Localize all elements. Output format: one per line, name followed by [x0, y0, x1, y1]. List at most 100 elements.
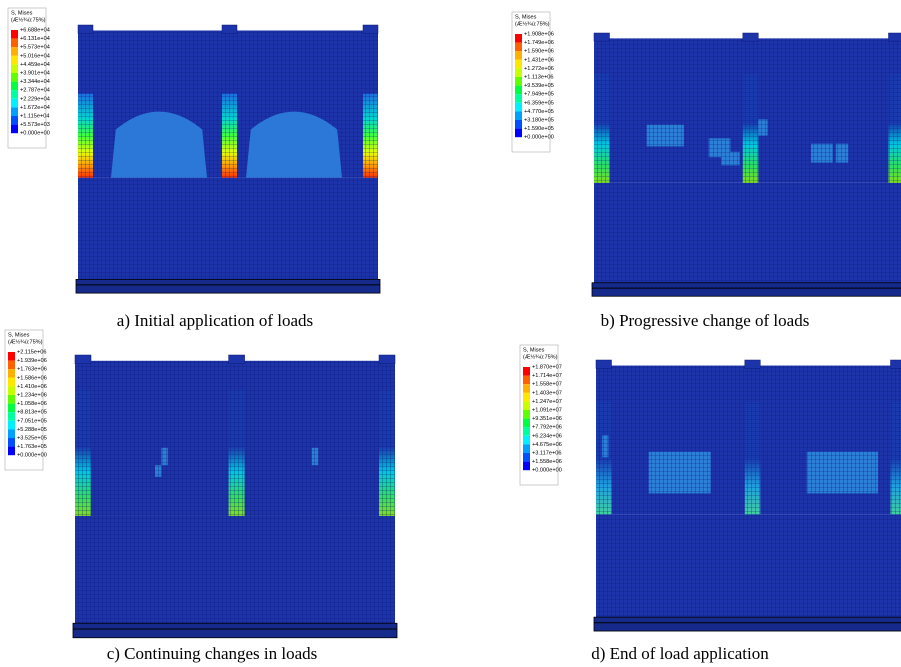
- mesh-lines: [745, 402, 761, 515]
- legend-label: +1.939e+06: [17, 358, 47, 364]
- column-cap: [222, 25, 237, 33]
- column-cap: [75, 355, 91, 364]
- legend-label: +9.351e+06: [532, 416, 562, 422]
- column-cap: [889, 33, 901, 41]
- fem-model: [594, 360, 901, 631]
- column-cap: [743, 33, 759, 41]
- legend-label: +2.229e+04: [20, 96, 50, 102]
- legend-swatch: [11, 39, 18, 48]
- panel: S, Mises(Æ½¾ù:75%)+1.908e+06+1.749e+06+1…: [512, 12, 901, 330]
- legend-label: +9.539e+05: [524, 83, 554, 89]
- legend-swatch: [8, 369, 15, 378]
- column-cap: [379, 355, 395, 364]
- legend-label: +0.000e+00: [524, 135, 554, 141]
- column-cap: [891, 360, 901, 368]
- legend-swatch: [515, 68, 522, 77]
- column-cap: [363, 25, 378, 33]
- legend-label: +0.000e+00: [532, 468, 562, 474]
- legend-label: +4.459e+04: [20, 62, 50, 68]
- legend-label: +1.558e+06: [532, 459, 562, 465]
- mesh-lines: [721, 152, 740, 166]
- column-cap: [78, 25, 93, 33]
- fem-model: [73, 355, 397, 638]
- legend-label: +7.792e+06: [532, 425, 562, 431]
- mesh-lines: [222, 94, 237, 178]
- legend-label: +1.586e+06: [17, 375, 47, 381]
- legend-label: +1.590e+06: [524, 49, 554, 55]
- legend-label: +4.675e+06: [532, 442, 562, 448]
- legend-swatch: [8, 361, 15, 370]
- legend-swatch: [523, 462, 530, 471]
- legend-label: +1.763e+06: [17, 367, 47, 373]
- legend-swatch: [523, 367, 530, 376]
- mesh-lines: [811, 144, 833, 163]
- legend-label: +1.403e+07: [532, 390, 562, 396]
- legend-label: +1.410e+06: [17, 384, 47, 390]
- legend-label: +5.288e+05: [17, 427, 47, 433]
- legend-swatch: [11, 56, 18, 65]
- legend-swatch: [11, 116, 18, 125]
- legend-swatch: [515, 77, 522, 86]
- legend-title: S, Mises: [515, 14, 537, 20]
- legend-swatch: [523, 393, 530, 402]
- legend-swatch: [523, 427, 530, 436]
- legend-label: +7.051e+05: [17, 418, 47, 424]
- legend-swatch: [8, 395, 15, 404]
- mesh-lines: [78, 178, 378, 280]
- mesh-lines: [889, 74, 901, 183]
- base-plate: [592, 283, 901, 297]
- legend-label: +1.590e+05: [524, 126, 554, 132]
- legend-swatch: [523, 453, 530, 462]
- column-cap: [594, 33, 610, 41]
- base-plate: [594, 617, 901, 631]
- legend-swatch: [523, 419, 530, 428]
- legend-label: +6.234e+06: [532, 433, 562, 439]
- legend-swatch: [515, 86, 522, 95]
- legend-swatch: [523, 436, 530, 445]
- legend-subtitle: (Æ½¾ù:75%): [515, 20, 550, 27]
- mesh-lines: [602, 435, 608, 457]
- caption: d) End of load application: [591, 644, 769, 663]
- legend-subtitle: (Æ½¾ù:75%): [11, 16, 46, 23]
- legend-swatch: [515, 94, 522, 103]
- legend-swatch: [523, 384, 530, 393]
- legend-swatch: [8, 412, 15, 421]
- legend-label: +1.272e+06: [524, 66, 554, 72]
- legend-label: +8.813e+05: [17, 410, 47, 416]
- legend-label: +4.770e+05: [524, 109, 554, 115]
- mesh-lines: [596, 402, 612, 515]
- fem-model: [76, 25, 380, 293]
- legend-label: +1.558e+07: [532, 382, 562, 388]
- legend: S, Mises(Æ½¾ù:75%)+1.870e+07+1.714e+07+1…: [520, 345, 562, 485]
- legend-label: +3.525e+05: [17, 435, 47, 441]
- legend-swatch: [515, 51, 522, 60]
- mesh-lines: [891, 402, 901, 515]
- mesh-lines: [155, 465, 161, 477]
- mesh-lines: [379, 390, 395, 516]
- legend-swatch: [11, 99, 18, 108]
- legend-label: +0.000e+00: [17, 453, 47, 459]
- legend-label: +1.908e+06: [524, 31, 554, 37]
- legend-swatch: [515, 120, 522, 129]
- legend-swatch: [8, 421, 15, 430]
- legend-swatch: [11, 47, 18, 56]
- legend-label: +6.131e+04: [20, 36, 50, 42]
- legend-label: +5.016e+04: [20, 53, 50, 59]
- legend-swatch: [515, 111, 522, 120]
- page: {"panels": [ {"legend": {"title": "S, Mi…: [0, 0, 901, 667]
- legend-swatch: [515, 103, 522, 112]
- legend: S, Mises(Æ½¾ù:75%)+6.688e+04+6.131e+04+5…: [8, 8, 50, 148]
- legend-label: +0.000e+00: [20, 131, 50, 137]
- legend-swatch: [523, 444, 530, 453]
- figure: S, Mises(Æ½¾ù:75%)+6.688e+04+6.131e+04+5…: [0, 0, 901, 667]
- mesh-lines: [161, 448, 167, 465]
- legend-swatch: [11, 107, 18, 116]
- base-plate: [73, 623, 397, 638]
- mesh-lines: [363, 94, 378, 178]
- mesh-lines: [75, 516, 395, 623]
- legend-swatch: [8, 386, 15, 395]
- legend-swatch: [11, 64, 18, 73]
- legend-label: +7.949e+05: [524, 92, 554, 98]
- legend-swatch: [8, 378, 15, 387]
- legend: S, Mises(Æ½¾ù:75%)+2.115e+06+1.939e+06+1…: [5, 330, 47, 470]
